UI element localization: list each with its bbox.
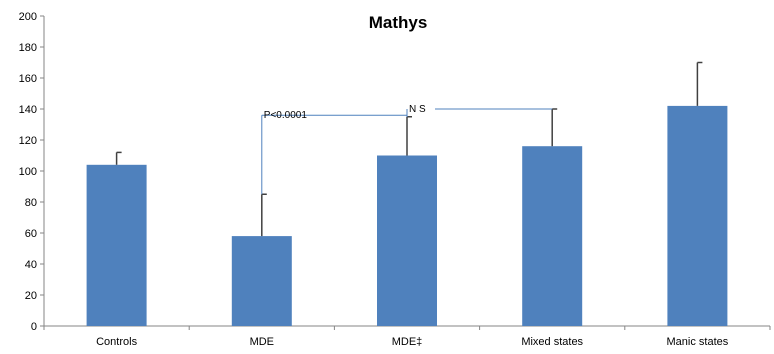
x-tick-label: Controls [96, 336, 137, 348]
y-tick-label: 100 [19, 166, 37, 178]
x-tick-label: MDE‡ [392, 336, 423, 348]
chart-title: Mathys [369, 13, 428, 32]
y-tick-label: 180 [19, 42, 37, 54]
y-tick-label: 40 [25, 259, 37, 271]
significance-label-p: P<0.0001 [264, 110, 308, 121]
y-tick-label: 20 [25, 290, 37, 302]
x-tick-label: Mixed states [521, 336, 583, 348]
y-tick-label: 140 [19, 104, 37, 116]
y-tick-label: 200 [19, 11, 37, 23]
bars [86, 105, 728, 327]
y-tick-label: 60 [25, 228, 37, 240]
significance-label-ns: N S [409, 104, 426, 115]
bar [377, 155, 437, 326]
x-tick-label: MDE [250, 336, 274, 348]
y-tick-label: 0 [31, 321, 37, 333]
error-bars [115, 61, 703, 237]
bar [86, 164, 147, 326]
y-tick-label: 120 [19, 135, 37, 147]
x-tick-label: Manic states [667, 336, 729, 348]
significance-annotations: P<0.0001 N S [261, 104, 553, 195]
bar [231, 236, 292, 326]
bar [522, 146, 583, 326]
y-tick-label: 80 [25, 197, 37, 209]
tick-labels: 0 20 40 60 80 100 120 140 160 180 200 Controls MDE MD… [19, 11, 729, 348]
y-tick-label: 160 [19, 73, 37, 85]
bar [667, 105, 728, 327]
